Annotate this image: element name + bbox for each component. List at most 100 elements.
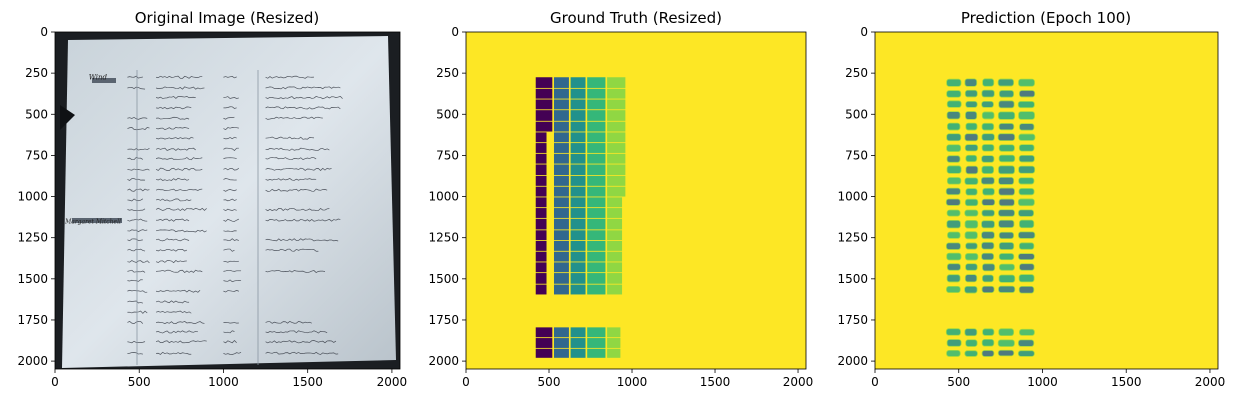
prediction-blob (981, 144, 995, 152)
ground-truth-cell (570, 175, 586, 186)
prediction-blob (946, 122, 961, 131)
prediction-blob (946, 144, 962, 152)
prediction-ytick-label: 0 (860, 25, 868, 39)
handwriting-stroke (127, 352, 143, 355)
prediction-blob (982, 78, 995, 87)
ground-truth-cell (535, 273, 547, 284)
ground-truth-ytick-label: 500 (436, 107, 459, 121)
ground-truth-cell (570, 338, 586, 348)
prediction-blob (1018, 144, 1035, 152)
prediction-blob (998, 176, 1015, 185)
handwriting-stroke (223, 279, 242, 283)
prediction-ytick-label: 750 (845, 148, 868, 162)
prediction-blob (946, 177, 962, 185)
prediction-blob (946, 219, 961, 229)
prediction-blob (1019, 328, 1035, 336)
prediction-blob (998, 90, 1015, 98)
ground-truth-cell (607, 143, 626, 153)
ground-truth-cell (587, 164, 606, 176)
prediction-blob (946, 165, 962, 174)
ground-truth-cell (607, 110, 626, 121)
ground-truth-cell (587, 284, 606, 295)
handwriting-stroke (155, 198, 192, 202)
prediction-blob (946, 90, 962, 98)
prediction-blob (945, 328, 961, 336)
original-xtick-label: 1000 (208, 375, 239, 389)
prediction-blob (981, 155, 995, 163)
handwriting-stroke (265, 116, 323, 120)
prediction-blob (998, 187, 1015, 196)
prediction-blob (964, 328, 978, 337)
ground-truth-cell (587, 110, 606, 121)
ground-truth-cell (570, 153, 586, 164)
prediction-blob (998, 209, 1015, 217)
ground-truth-cell (607, 197, 623, 208)
ground-truth-cell (607, 208, 623, 218)
ground-truth-cell (607, 99, 626, 110)
prediction-blob (1018, 177, 1035, 185)
handwriting-stroke (127, 300, 143, 304)
handwriting-stroke (155, 260, 187, 264)
handwriting-stroke (265, 75, 314, 79)
prediction-blob (998, 198, 1015, 207)
ground-truth-cell (570, 262, 586, 273)
prediction-blob (965, 111, 978, 120)
ground-truth-cell (587, 230, 606, 241)
ground-truth-cell (607, 338, 621, 348)
handwriting-stroke (265, 95, 343, 100)
prediction-blob (1019, 123, 1035, 131)
ground-truth-xtick-label: 2000 (783, 375, 814, 389)
prediction-blob (982, 187, 995, 196)
ground-truth-ytick-label: 1250 (428, 231, 459, 245)
ground-truth-cell (607, 132, 626, 143)
handwriting-stroke (223, 248, 235, 252)
prediction-blob (998, 123, 1015, 131)
original-ytick-label: 1750 (17, 313, 48, 327)
handwriting-stroke (223, 322, 239, 324)
panel-prediction: Prediction (Epoch 100) 0 500 1000 1500 20000… (837, 9, 1225, 389)
prediction-blob (998, 154, 1016, 163)
prediction-blob (1018, 111, 1035, 120)
prediction-blob (981, 101, 994, 108)
original-ytick-label: 500 (25, 107, 48, 121)
prediction-blob (1017, 198, 1035, 207)
prediction-blob (1018, 253, 1035, 261)
handwriting-stroke (223, 351, 242, 355)
handwriting-stroke (265, 351, 339, 355)
handwriting-stroke (155, 310, 192, 314)
prediction-blob (946, 155, 961, 163)
original-ytick-label: 1250 (17, 231, 48, 245)
handwriting-stroke (127, 340, 146, 344)
prediction-blob (965, 165, 979, 175)
ground-truth-cell (570, 251, 586, 262)
prediction-blob (964, 274, 978, 283)
original-ytick-label: 250 (25, 66, 48, 80)
panel-ground-truth-title: Ground Truth (Resized) (550, 9, 722, 27)
handwriting-stroke (223, 269, 242, 272)
handwriting-stroke (223, 330, 235, 334)
prediction-blob (998, 285, 1016, 293)
handwriting-stroke (156, 116, 190, 120)
ground-truth-cell (535, 348, 553, 358)
ground-truth-ytick-label: 0 (451, 25, 459, 39)
ground-truth-cell (587, 186, 606, 197)
prediction-blob (1019, 263, 1035, 271)
ground-truth-xtick-label: 500 (538, 375, 561, 389)
handwriting-stroke (223, 238, 239, 241)
handwriting-stroke (223, 208, 237, 212)
ground-truth-cell (535, 240, 547, 251)
prediction-blob (964, 144, 979, 152)
prediction-xtick-label: 1000 (1027, 375, 1058, 389)
handwriting-stroke (127, 168, 150, 171)
ground-truth-cell (570, 88, 586, 99)
prediction-ytick-label: 500 (845, 107, 868, 121)
prediction-blob (965, 122, 978, 131)
prediction-blob (964, 231, 978, 240)
ground-truth-cell (553, 273, 569, 284)
handwriting-stroke (155, 300, 190, 304)
prediction-ytick-label: 2000 (837, 354, 868, 368)
handwriting-stroke (265, 157, 317, 161)
handwriting-stroke (223, 136, 237, 140)
handwriting-stroke (156, 75, 203, 79)
